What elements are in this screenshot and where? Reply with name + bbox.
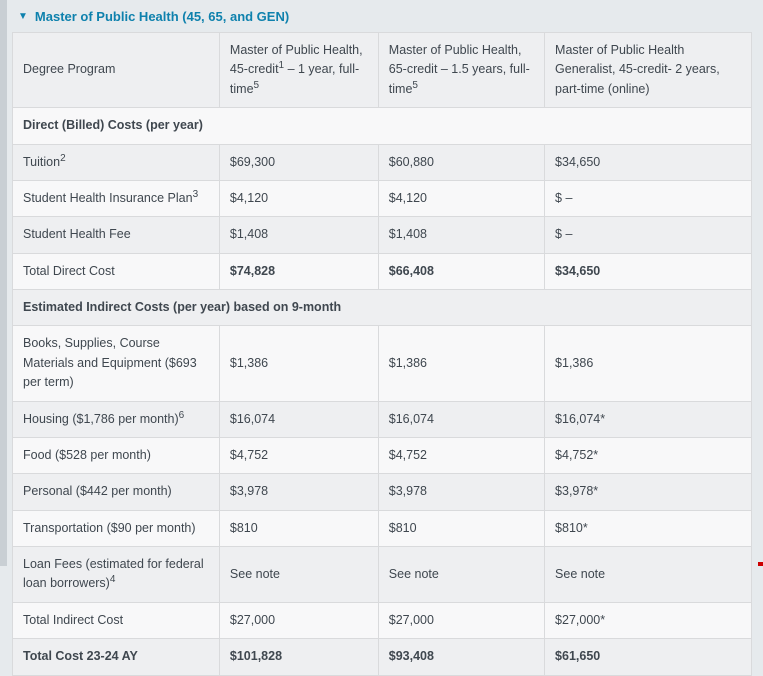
footnote-superscript: 5 <box>253 79 260 91</box>
row-label: Transportation ($90 per month) <box>12 509 220 548</box>
value-cell: See note <box>544 546 752 603</box>
value-cell: $93,408 <box>377 638 546 676</box>
value-cell: See note <box>218 546 379 603</box>
table-header-row: Degree Program Master of Public Health, 4… <box>12 31 752 109</box>
value-cell: $16,074 <box>377 400 546 438</box>
value-cell: $4,120 <box>218 179 379 218</box>
row-label: Total Cost 23-24 AY <box>12 638 220 676</box>
value-cell: $61,650 <box>544 638 752 676</box>
row-label: Books, Supplies, Course Materials and Eq… <box>12 325 220 402</box>
value-cell: $27,000 <box>218 601 379 640</box>
section-row: Estimated Indirect Costs (per year) base… <box>12 288 752 327</box>
table-row: Student Health Insurance Plan3 $4,120 $4,1… <box>12 179 752 218</box>
row-label: Total Indirect Cost <box>12 601 220 640</box>
column-header-degree-program: Degree Program <box>12 31 220 109</box>
cost-table-panel: ▼ Master of Public Health (45, 65, and G… <box>7 0 763 676</box>
table-row: Loan Fees (estimated for federal loan bo… <box>12 546 752 603</box>
value-cell: $16,074* <box>544 400 752 438</box>
value-cell: $1,386 <box>377 325 546 402</box>
value-cell: $3,978 <box>218 473 379 511</box>
table-row: Total Indirect Cost $27,000 $27,000 $27,000… <box>12 601 752 640</box>
value-cell: $34,650 <box>544 143 752 181</box>
row-label: Food ($528 per month) <box>12 436 220 475</box>
row-label: Personal ($442 per month) <box>12 473 220 511</box>
section-label: Direct (Billed) Costs (per year) <box>12 107 752 145</box>
value-cell: $4,752 <box>218 436 379 475</box>
column-header-mph-generalist-45-credit: Master of Public Health Generalist, 45-c… <box>544 31 752 109</box>
value-cell: $4,752* <box>544 436 752 475</box>
table-row: Tuition2 $69,300 $60,880 $34,650 <box>12 143 752 181</box>
row-label: Total Direct Cost <box>12 252 220 291</box>
column-header-mph-45-credit: Master of Public Health, 45-credit1 – 1 … <box>218 31 379 109</box>
row-label: Loan Fees (estimated for federal loan bo… <box>12 546 220 603</box>
collapse-arrow-icon: ▼ <box>18 11 28 22</box>
table-row: Student Health Fee $1,408 $1,408 $ – <box>12 216 752 254</box>
value-cell: $27,000* <box>544 601 752 640</box>
value-cell: $4,752 <box>377 436 546 475</box>
section-row: Direct (Billed) Costs (per year) <box>12 107 752 145</box>
footnote-superscript: 2 <box>60 152 66 164</box>
value-cell: $3,978* <box>544 473 752 511</box>
footnote-superscript: 3 <box>192 188 199 200</box>
value-cell: $810 <box>377 509 546 548</box>
value-cell: $101,828 <box>218 638 379 676</box>
value-cell: $ – <box>544 179 752 218</box>
value-cell: $1,386 <box>218 325 379 402</box>
value-cell: $1,408 <box>377 216 546 254</box>
footnote-superscript: 5 <box>412 79 418 91</box>
row-label: Tuition2 <box>12 143 220 181</box>
table-row: Total Direct Cost $74,828 $66,408 $34,650 <box>12 252 752 291</box>
table-row: Personal ($442 per month) $3,978 $3,978 $3,… <box>12 473 752 511</box>
accordion-header-mph[interactable]: ▼ Master of Public Health (45, 65, and G… <box>12 6 763 32</box>
table-row: Total Cost 23-24 AY $101,828 $93,408 $61,65… <box>12 638 752 676</box>
value-cell: $1,408 <box>218 216 379 254</box>
value-cell: $4,120 <box>377 179 546 218</box>
corner-marker <box>758 562 763 566</box>
column-header-mph-65-credit: Master of Public Health, 65-credit – 1.5… <box>377 31 546 109</box>
row-label: Student Health Fee <box>12 216 220 254</box>
value-cell: $60,880 <box>377 143 546 181</box>
value-cell: $1,386 <box>544 325 752 402</box>
accordion-title-text: Master of Public Health (45, 65, and GEN… <box>34 9 290 24</box>
value-cell: $69,300 <box>218 143 379 181</box>
value-cell: $74,828 <box>218 252 379 291</box>
value-cell: $27,000 <box>377 601 546 640</box>
section-label: Estimated Indirect Costs (per year) base… <box>12 288 752 327</box>
value-cell: $66,408 <box>377 252 546 291</box>
table-row: Housing ($1,786 per month)6 $16,074 $16,07… <box>12 400 752 438</box>
cost-table: Degree Program Master of Public Health, 4… <box>12 31 752 676</box>
page-left-strip <box>0 0 7 566</box>
footnote-superscript: 4 <box>109 574 116 586</box>
footnote-superscript: 1 <box>278 60 285 72</box>
table-row: Transportation ($90 per month) $810 $810 $8… <box>12 509 752 548</box>
value-cell: $810 <box>218 509 379 548</box>
value-cell: $16,074 <box>218 400 379 438</box>
value-cell: $3,978 <box>377 473 546 511</box>
footnote-superscript: 6 <box>178 409 185 421</box>
value-cell: $34,650 <box>544 252 752 291</box>
value-cell: See note <box>377 546 546 603</box>
value-cell: $ – <box>544 216 752 254</box>
row-label: Student Health Insurance Plan3 <box>12 179 220 218</box>
row-label: Housing ($1,786 per month)6 <box>12 400 220 438</box>
table-row: Food ($528 per month) $4,752 $4,752 $4,752* <box>12 436 752 475</box>
value-cell: $810* <box>544 509 752 548</box>
table-row: Books, Supplies, Course Materials and Eq… <box>12 325 752 402</box>
